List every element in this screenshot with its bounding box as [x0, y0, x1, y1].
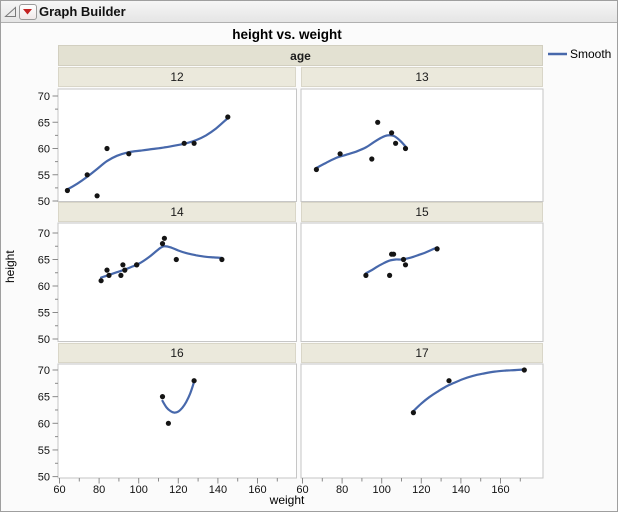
- facet-band-age: age: [58, 45, 543, 66]
- panel-age-15[interactable]: [300, 222, 544, 342]
- data-point[interactable]: [337, 151, 343, 157]
- data-point[interactable]: [521, 367, 527, 373]
- svg-text:160: 160: [491, 484, 509, 496]
- svg-text:160: 160: [248, 484, 266, 496]
- data-point[interactable]: [159, 241, 166, 247]
- smooth-curve-age-12: [66, 117, 229, 191]
- panel-age-17[interactable]: [300, 363, 544, 479]
- facet-label-12: 12: [58, 67, 296, 87]
- data-point[interactable]: [391, 251, 397, 257]
- svg-text:50: 50: [38, 196, 50, 208]
- svg-text:65: 65: [38, 392, 50, 404]
- data-point[interactable]: [134, 262, 140, 268]
- red-triangle-icon: [23, 9, 32, 15]
- data-point[interactable]: [191, 140, 197, 146]
- data-point[interactable]: [402, 262, 409, 268]
- data-point[interactable]: [191, 378, 197, 384]
- data-point[interactable]: [104, 145, 110, 152]
- data-point[interactable]: [98, 278, 104, 284]
- data-point[interactable]: [219, 256, 225, 263]
- data-point[interactable]: [387, 272, 393, 278]
- data-point[interactable]: [159, 394, 166, 400]
- facet-label-15: 15: [301, 202, 543, 222]
- data-point[interactable]: [393, 140, 399, 146]
- svg-text:50: 50: [38, 334, 50, 346]
- panel-age-12[interactable]: [57, 88, 297, 202]
- facet-label-13: 13: [301, 67, 543, 87]
- svg-text:65: 65: [38, 255, 50, 267]
- svg-text:60: 60: [38, 418, 50, 430]
- data-point[interactable]: [126, 151, 132, 157]
- svg-text:60: 60: [53, 484, 65, 496]
- svg-text:120: 120: [169, 484, 187, 496]
- svg-text:55: 55: [38, 445, 50, 457]
- data-point[interactable]: [410, 410, 416, 416]
- panel-age-14[interactable]: [57, 222, 297, 342]
- data-point[interactable]: [165, 420, 171, 426]
- svg-text:80: 80: [93, 484, 105, 496]
- svg-text:70: 70: [38, 91, 50, 103]
- y-axis: 70 65 60 55 50 70 65 60 55 50 70 65 60 55 50: [38, 91, 58, 484]
- data-point[interactable]: [84, 172, 90, 178]
- data-point[interactable]: [181, 140, 187, 146]
- data-point[interactable]: [389, 130, 395, 136]
- data-point[interactable]: [106, 272, 112, 278]
- svg-text:120: 120: [412, 484, 430, 496]
- chart-title: height vs. weight: [232, 27, 342, 42]
- svg-text:80: 80: [336, 484, 348, 496]
- data-point[interactable]: [120, 262, 126, 268]
- svg-text:70: 70: [38, 365, 50, 377]
- facet-label-16: 16: [58, 343, 296, 363]
- svg-text:55: 55: [38, 170, 50, 182]
- x-axis-label: weight: [269, 493, 305, 507]
- data-point[interactable]: [446, 378, 452, 384]
- svg-text:60: 60: [296, 484, 308, 496]
- svg-text:100: 100: [373, 484, 391, 496]
- data-point[interactable]: [363, 272, 369, 278]
- report-title-bar: Graph Builder: [1, 1, 617, 23]
- smooth-curve-age-13: [315, 134, 407, 169]
- data-point[interactable]: [369, 156, 375, 162]
- svg-text:70: 70: [38, 228, 50, 240]
- svg-text:65: 65: [38, 117, 50, 129]
- data-point[interactable]: [313, 166, 319, 173]
- facet-label-17: 17: [301, 343, 543, 363]
- panel-age-13[interactable]: [300, 88, 544, 202]
- data-point[interactable]: [173, 256, 179, 263]
- data-point[interactable]: [118, 272, 124, 278]
- data-point[interactable]: [434, 246, 440, 252]
- data-point[interactable]: [94, 193, 100, 199]
- x-axis: 60 80 100 120 140 160 60 80 100 120 140 160: [53, 478, 521, 496]
- data-point[interactable]: [225, 114, 231, 120]
- data-point[interactable]: [122, 267, 128, 273]
- data-point[interactable]: [402, 145, 409, 152]
- red-triangle-menu-button[interactable]: [19, 4, 37, 20]
- legend-item-smooth[interactable]: Smooth: [570, 47, 612, 61]
- svg-text:100: 100: [130, 484, 148, 496]
- svg-text:60: 60: [38, 281, 50, 293]
- panel-age-16[interactable]: [57, 363, 297, 479]
- svg-text:55: 55: [38, 308, 50, 320]
- window-title: Graph Builder: [39, 4, 126, 19]
- svg-text:50: 50: [38, 472, 50, 484]
- data-point[interactable]: [104, 267, 110, 273]
- svg-text:60: 60: [38, 144, 50, 156]
- disclosure-triangle-icon[interactable]: [4, 5, 18, 19]
- data-point[interactable]: [400, 256, 407, 263]
- smooth-curve-age-17: [412, 368, 526, 413]
- data-point[interactable]: [161, 235, 167, 241]
- facet-label-14: 14: [58, 202, 296, 222]
- svg-text:140: 140: [209, 484, 227, 496]
- data-point[interactable]: [64, 187, 70, 194]
- data-point[interactable]: [375, 119, 381, 125]
- svg-text:140: 140: [452, 484, 470, 496]
- smooth-curve-age-16: [161, 380, 196, 414]
